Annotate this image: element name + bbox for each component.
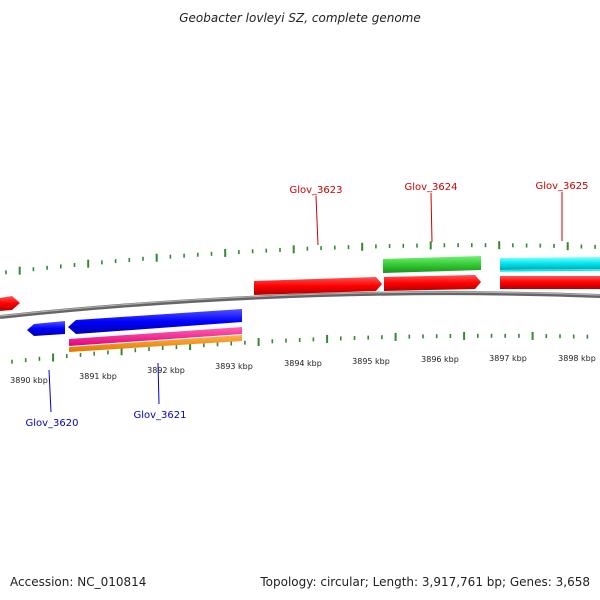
gene-label-glov-3625[interactable]: Glov_3625 xyxy=(535,181,588,192)
map-title: Geobacter lovleyi SZ, complete genome xyxy=(179,11,421,25)
magenta-feature-block[interactable] xyxy=(69,327,242,346)
outer-tick-track xyxy=(5,241,596,275)
leader-line-glov-3621 xyxy=(157,362,160,405)
gene-arrow-glov-3620[interactable] xyxy=(27,321,65,336)
gene-arrow-glov-3624[interactable] xyxy=(384,275,481,291)
green-feature-block[interactable] xyxy=(383,256,481,273)
gene-arrow-glov-3623[interactable] xyxy=(254,277,382,295)
accession-text: Accession: NC_010814 xyxy=(10,575,146,589)
gene-arrow-glov-3625[interactable] xyxy=(500,276,600,289)
genome-backbone-highlight xyxy=(0,291,600,317)
gene-arrow-left-edge[interactable] xyxy=(0,296,20,311)
scale-label-3895: 3895 kbp xyxy=(352,357,390,366)
cyan-feature-line xyxy=(499,269,600,272)
leader-line-glov-3620 xyxy=(48,369,52,413)
scale-label-3898: 3898 kbp xyxy=(558,354,596,363)
leader-line-glov-3623 xyxy=(315,195,319,246)
scale-label-3892: 3892 kbp xyxy=(147,366,185,375)
scale-label-3894: 3894 kbp xyxy=(284,359,322,368)
cyan-feature-block[interactable] xyxy=(500,257,600,270)
topology-text: Topology: circular; Length: 3,917,761 bp… xyxy=(259,575,590,589)
gene-arrow-glov-3621[interactable] xyxy=(68,309,242,334)
gene-label-glov-3624[interactable]: Glov_3624 xyxy=(404,182,457,193)
genome-backbone xyxy=(0,291,600,319)
gene-label-glov-3620[interactable]: Glov_3620 xyxy=(25,418,78,429)
gene-label-glov-3623[interactable]: Glov_3623 xyxy=(289,185,342,196)
scale-label-3891: 3891 kbp xyxy=(79,372,117,381)
gene-label-glov-3621[interactable]: Glov_3621 xyxy=(133,410,186,421)
scale-label-3897: 3897 kbp xyxy=(489,354,527,363)
leader-line-glov-3624 xyxy=(430,192,433,243)
inner-tick-track xyxy=(11,331,589,364)
scale-label-3890: 3890 kbp xyxy=(10,376,48,385)
orange-feature-block[interactable] xyxy=(69,335,242,352)
scale-label-3896: 3896 kbp xyxy=(421,355,459,364)
scale-label-3893: 3893 kbp xyxy=(215,362,253,371)
